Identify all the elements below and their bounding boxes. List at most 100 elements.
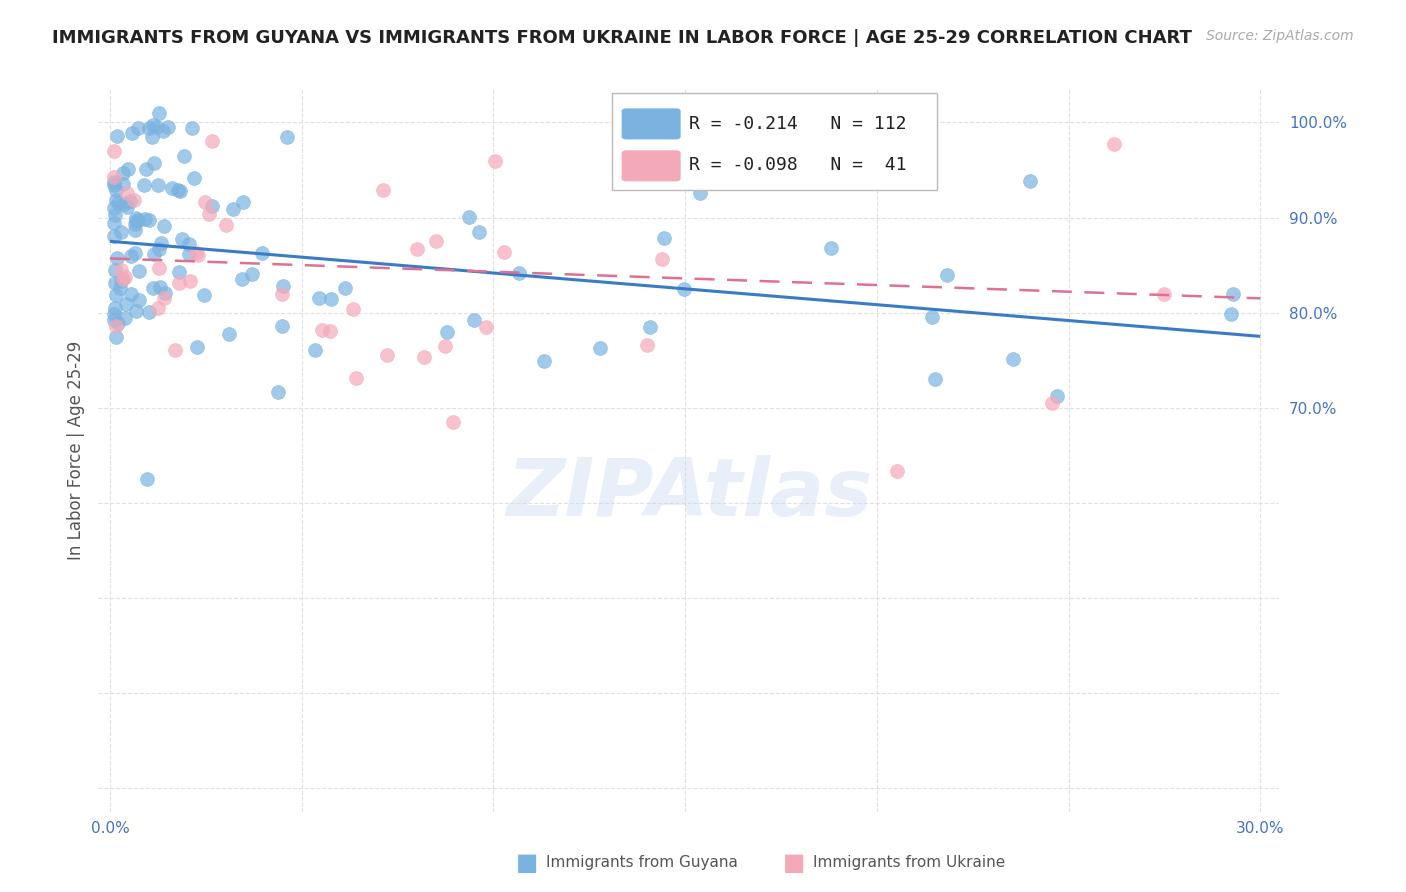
Point	[165, 343, 187, 357]
Point	[103, 175, 125, 189]
Point	[124, 245, 146, 260]
Point	[112, 177, 135, 191]
Point	[319, 325, 342, 339]
Point	[218, 327, 240, 342]
Point	[222, 202, 245, 216]
Point	[406, 242, 429, 256]
Point	[231, 271, 253, 285]
FancyBboxPatch shape	[621, 150, 681, 181]
Point	[689, 186, 711, 200]
Point	[1040, 396, 1063, 410]
Point	[921, 310, 943, 325]
Point	[373, 183, 395, 197]
Point	[138, 213, 160, 227]
Point	[120, 194, 142, 209]
Point	[142, 119, 165, 133]
Point	[193, 288, 215, 302]
Point	[103, 216, 125, 230]
Point	[271, 278, 294, 293]
Point	[276, 129, 298, 144]
Point	[125, 304, 148, 318]
Text: Immigrants from Guyana: Immigrants from Guyana	[546, 855, 737, 870]
Point	[104, 276, 127, 290]
Point	[240, 268, 263, 282]
Point	[1102, 137, 1125, 152]
Point	[252, 245, 274, 260]
Point	[124, 217, 146, 231]
Point	[135, 472, 157, 486]
Point	[114, 311, 136, 326]
Point	[463, 313, 485, 327]
Point	[128, 263, 150, 277]
Point	[494, 244, 516, 259]
Point	[335, 281, 357, 295]
Point	[143, 247, 166, 261]
Point	[169, 184, 191, 198]
Point	[167, 265, 190, 279]
FancyBboxPatch shape	[621, 108, 681, 139]
Point	[936, 268, 959, 283]
Point	[104, 263, 127, 277]
Point	[103, 169, 125, 184]
Point	[117, 162, 139, 177]
Point	[127, 121, 149, 136]
Point	[103, 202, 125, 216]
Point	[132, 178, 155, 193]
Point	[107, 316, 129, 330]
Point	[117, 186, 139, 201]
Point	[124, 223, 146, 237]
Point	[181, 120, 204, 135]
Text: ZIPAtlas: ZIPAtlas	[506, 455, 872, 533]
Point	[201, 199, 224, 213]
Point	[636, 338, 658, 352]
Point	[148, 261, 170, 276]
Point	[127, 213, 149, 227]
Point	[271, 318, 294, 333]
Point	[128, 293, 150, 307]
Point	[103, 313, 125, 327]
Point	[146, 301, 169, 315]
Point	[186, 340, 208, 354]
Point	[142, 281, 165, 295]
Point	[105, 252, 128, 266]
Text: ■: ■	[516, 851, 538, 874]
Point	[267, 384, 290, 399]
Point	[886, 464, 908, 478]
Text: R = -0.214   N = 112: R = -0.214 N = 112	[689, 114, 907, 133]
Point	[138, 305, 160, 319]
Point	[125, 211, 148, 226]
Point	[111, 271, 134, 285]
Point	[120, 287, 142, 301]
Point	[104, 288, 127, 302]
Point	[475, 320, 498, 334]
Point	[177, 237, 200, 252]
Point	[156, 120, 179, 135]
Point	[110, 275, 132, 289]
Text: ■: ■	[783, 851, 806, 874]
FancyBboxPatch shape	[612, 93, 936, 190]
Point	[122, 193, 145, 207]
Point	[108, 281, 131, 295]
Point	[149, 280, 172, 294]
Point	[1153, 286, 1175, 301]
Point	[153, 219, 176, 233]
Point	[425, 234, 447, 248]
Point	[121, 126, 143, 140]
Point	[110, 262, 132, 277]
Point	[120, 249, 142, 263]
Point	[194, 194, 217, 209]
Point	[114, 270, 136, 285]
Point	[110, 225, 132, 239]
Point	[152, 124, 174, 138]
Point	[186, 246, 208, 260]
Point	[201, 135, 224, 149]
Point	[105, 128, 128, 143]
Point	[1019, 174, 1042, 188]
Point	[311, 323, 333, 337]
Point	[197, 206, 219, 220]
Point	[1220, 307, 1243, 321]
Point	[308, 291, 330, 305]
Point	[103, 144, 125, 158]
Point	[441, 415, 464, 429]
Point	[143, 156, 166, 170]
